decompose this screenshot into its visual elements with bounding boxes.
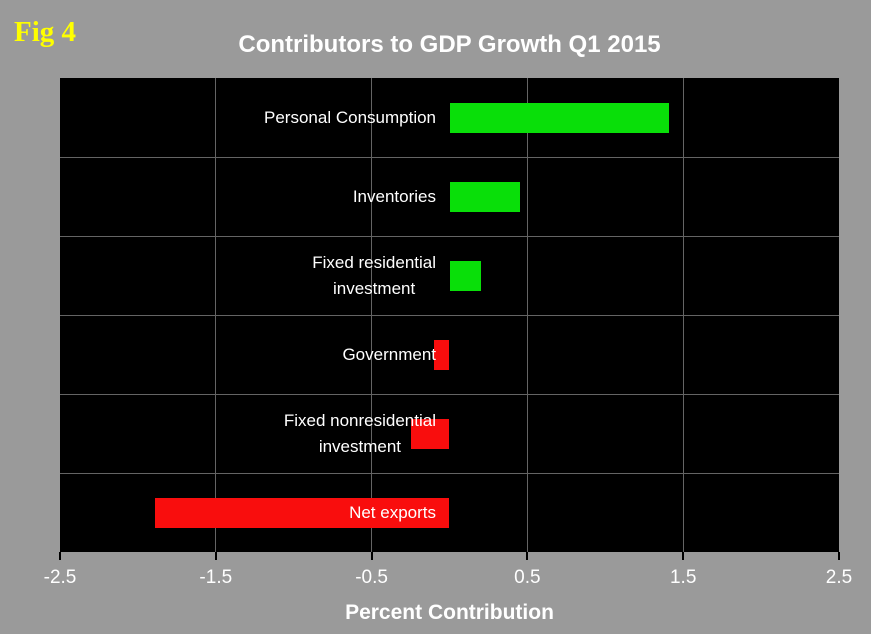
gridline-vertical xyxy=(526,78,528,552)
gridline-vertical xyxy=(682,78,684,552)
bar-net-exports xyxy=(155,497,450,528)
category-label-inventories: Inventories xyxy=(352,186,436,206)
figure-number-label: Fig 4 xyxy=(14,16,77,48)
x-axis-title: Percent Contribution xyxy=(345,601,554,624)
row-separator-line xyxy=(60,472,839,474)
x-tick-label: 2.5 xyxy=(825,567,853,588)
bar-fixed-residential-investment xyxy=(449,260,481,291)
chart-title: Contributors to GDP Growth Q1 2015 xyxy=(238,31,661,58)
gridline-vertical xyxy=(371,78,373,552)
x-axis-tick xyxy=(214,552,217,560)
x-tick-label: 1.5 xyxy=(669,567,697,588)
x-axis-tick xyxy=(526,552,529,560)
category-label-net-exports: Net exports xyxy=(349,502,436,522)
bar-fixed-nonresidential-investment xyxy=(410,418,450,449)
bar-inventories xyxy=(449,181,520,212)
x-tick-label: -0.5 xyxy=(355,567,388,588)
row-separator-line xyxy=(60,393,839,395)
x-axis-tick xyxy=(682,552,685,560)
bar-government xyxy=(433,339,450,370)
x-axis-tick xyxy=(370,552,373,560)
plot-area: Personal Consumption Inventories Fixed res… xyxy=(44,78,852,588)
row-separator-line xyxy=(60,235,839,237)
x-tick-label: -2.5 xyxy=(43,567,77,588)
category-label-fixed-nonresidential-investment: Fixed nonresidential investment xyxy=(283,410,436,456)
x-tick-label: 0.5 xyxy=(514,567,541,588)
category-label-government: Government xyxy=(342,344,436,364)
gridline-vertical xyxy=(215,78,217,552)
category-label-personal-consumption: Personal Consumption xyxy=(264,107,436,127)
x-axis-tick xyxy=(838,552,840,560)
row-separator-line xyxy=(60,314,839,316)
row-separator-line xyxy=(60,156,839,158)
bar-personal-consumption xyxy=(449,102,670,133)
category-label-fixed-residential-investment: Fixed residential investment xyxy=(312,252,436,298)
x-axis-tick xyxy=(59,552,61,560)
x-tick-label: -1.5 xyxy=(199,567,233,588)
